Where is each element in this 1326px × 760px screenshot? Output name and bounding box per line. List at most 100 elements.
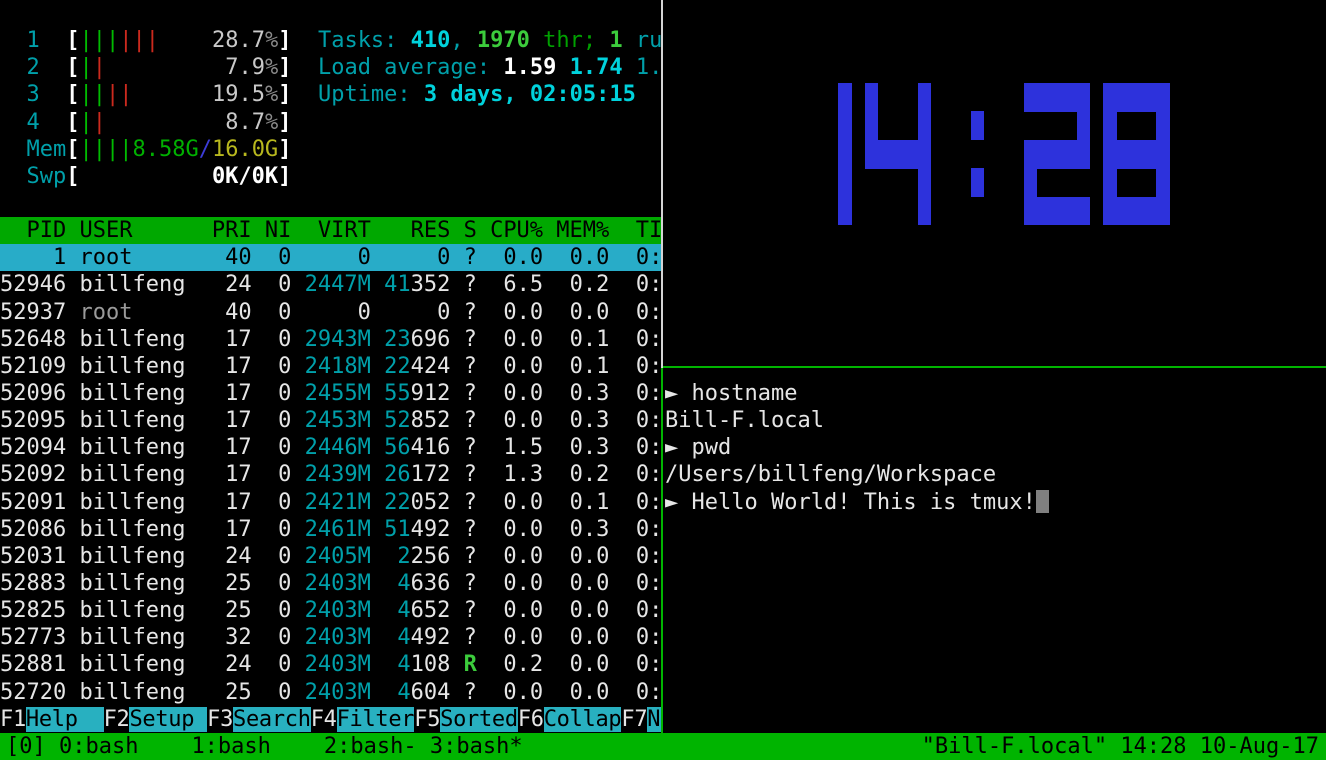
output-text: /Users/billfeng/Workspace [665, 462, 997, 488]
process-row[interactable]: 52883 billfeng 25 0 2403M 4636 ? 0.0 0.0… [0, 570, 661, 597]
text-segment: 2 [0, 55, 67, 81]
pane-border-horizontal-active[interactable] [663, 366, 1326, 368]
window-item[interactable]: 3:bash* [429, 733, 523, 759]
pid-cell: 52092 [0, 462, 80, 488]
process-row[interactable]: 52092 billfeng 17 0 2439M 26172 ? 1.3 0.… [0, 461, 661, 488]
output-text: Bill-F.local [665, 408, 824, 434]
cpu-mem-time-cell: 0.0 0.0 0: [476, 625, 661, 651]
clock-block [1076, 196, 1091, 226]
virt-cell: 0 [291, 299, 371, 325]
fkey-f6-button[interactable]: Collap [543, 706, 622, 732]
clock-block [838, 168, 852, 198]
pid-cell: 52946 [0, 272, 80, 298]
pid-cell: 52096 [0, 381, 80, 406]
text-segment: Load average: [317, 55, 504, 81]
clock-block [1076, 111, 1091, 141]
text-segment: % [264, 55, 279, 81]
text-segment: 19.5 [211, 82, 265, 108]
state-cell: ? [450, 353, 477, 379]
shell-command-line: ► Hello World! This is tmux! [665, 489, 1050, 516]
process-row[interactable]: 52881 billfeng 24 0 2403M 4108 R 0.2 0.0… [0, 651, 661, 678]
res-cell: 052 [410, 489, 451, 515]
clock-block [1023, 196, 1038, 226]
state-cell: ? [450, 326, 477, 352]
pri-ni-cell: 40 0 [211, 299, 292, 325]
htop-function-bar: F1Help F2Setup F3SearchF4FilterF5SortedF… [0, 706, 661, 733]
clock-block [1156, 111, 1171, 141]
clock-block [917, 139, 932, 169]
process-row[interactable]: 52720 billfeng 25 0 2403M 4604 ? 0.0 0.0… [0, 679, 661, 706]
text-segment [132, 82, 211, 107]
cpu-mem-time-cell: 0.0 0.0 0: [476, 543, 661, 569]
fkey-f5-button[interactable]: Sorted [440, 706, 518, 732]
window-item[interactable]: 0:bash [58, 733, 192, 759]
process-row[interactable]: 52095 billfeng 17 0 2453M 52852 ? 0.0 0.… [0, 407, 661, 434]
process-row[interactable]: 52091 billfeng 17 0 2421M 22052 ? 0.0 0.… [0, 489, 661, 516]
user-cell: billfeng [79, 381, 212, 406]
window-item[interactable]: 1:bash [191, 733, 324, 759]
user-cell: billfeng [79, 272, 212, 298]
htop-table-header[interactable]: PID USER PRI NI VIRT RES S CPU% MEM% TIM… [0, 217, 661, 245]
virt-cell: 2403M [291, 598, 371, 624]
user-cell: billfeng [79, 652, 212, 678]
text-segment [291, 28, 318, 53]
process-row[interactable]: 52031 billfeng 24 0 2405M 2256 ? 0.0 0.0… [0, 543, 661, 570]
clock-block [1023, 168, 1038, 198]
process-row[interactable]: 52937 root 40 0 0 0 ? 0.0 0.0 0: [0, 299, 661, 326]
virt-cell: 2403M [291, 652, 371, 678]
shell-output-line: /Users/billfeng/Workspace [665, 461, 996, 488]
process-row[interactable]: 52946 billfeng 24 0 2447M 41352 ? 6.5 0.… [0, 271, 661, 298]
text-segment [291, 55, 318, 80]
res-cell: 652 [410, 598, 451, 624]
process-row[interactable]: 52825 billfeng 25 0 2403M 4652 ? 0.0 0.0… [0, 597, 661, 624]
process-row[interactable]: 52094 billfeng 17 0 2446M 56416 ? 1.5 0.… [0, 434, 661, 461]
res-cell: 172 [410, 462, 451, 488]
tmux-window-list: [0] 0:bash 1:bash 2:bash- 3:bash* [6, 733, 523, 760]
clock-pane[interactable] [663, 0, 1326, 366]
fkey-f2-button[interactable]: Setup [129, 706, 208, 732]
text-segment: 28.7 [211, 28, 265, 54]
process-row[interactable]: 52096 billfeng 17 0 2455M 55912 ? 0.0 0.… [0, 380, 661, 407]
text-segment: Tasks: [317, 28, 411, 54]
fkey-f3-button[interactable]: Search [233, 706, 311, 732]
window-item[interactable]: 2:bash- [323, 733, 430, 759]
text-segment: thr; [529, 28, 610, 54]
text-segment: 0K/0K [211, 163, 279, 189]
pane-border-vertical-active[interactable] [661, 368, 663, 733]
text-segment: 7.9 [225, 55, 265, 81]
prompt-icon: ► [665, 489, 692, 515]
process-row[interactable]: 52086 billfeng 17 0 2461M 51492 ? 0.0 0.… [0, 516, 661, 543]
process-row[interactable]: 52773 billfeng 32 0 2403M 4492 ? 0.0 0.0… [0, 624, 661, 651]
fkey-f1-button[interactable]: Help [25, 706, 104, 732]
process-row[interactable]: 52109 billfeng 17 0 2418M 22424 ? 0.0 0.… [0, 353, 661, 380]
pane-border-vertical-inactive[interactable] [661, 0, 663, 368]
process-row[interactable]: 1 root 40 0 0 0 ? 0.0 0.0 0: [0, 244, 661, 272]
res-cell: 492 [410, 516, 451, 542]
text-segment: ] [278, 55, 292, 81]
res-cell: 52 [370, 408, 411, 434]
fkey-f3-key: F3 [207, 706, 234, 732]
virt-cell: 2447M [291, 272, 371, 298]
user-cell: billfeng [79, 353, 212, 379]
text-segment: [ [66, 55, 80, 81]
cpu-mem-time-cell: 0.0 0.0 0: [476, 598, 661, 624]
text-segment: ] [278, 28, 292, 54]
shell-pane[interactable]: ► hostname Bill-F.local ► pwd/Users/billfe… [663, 368, 1326, 733]
state-cell: ? [450, 516, 477, 542]
clock-block [1050, 83, 1064, 112]
clock-block [1143, 83, 1157, 112]
user-cell: billfeng [79, 598, 212, 624]
state-cell: ? [450, 381, 477, 406]
cpu-mem-time-cell: 0.0 0.0 0: [476, 571, 661, 596]
clock-block [1129, 139, 1144, 169]
command-text: pwd [691, 435, 732, 461]
process-row[interactable]: 52648 billfeng 17 0 2943M 23696 ? 0.0 0.… [0, 326, 661, 353]
text-segment [159, 28, 212, 53]
res-cell: 22 [370, 489, 411, 515]
pid-cell: 52031 [0, 543, 80, 569]
text-segment: 3 [0, 82, 67, 108]
htop-pane[interactable]: 1 [|||||| 28.7%] Tasks: 410, 1970 thr; 1… [0, 0, 661, 733]
fkey-f7-button[interactable]: Nice - [647, 706, 661, 732]
fkey-f4-button[interactable]: Filter [336, 706, 415, 732]
clock-block [1156, 168, 1171, 198]
